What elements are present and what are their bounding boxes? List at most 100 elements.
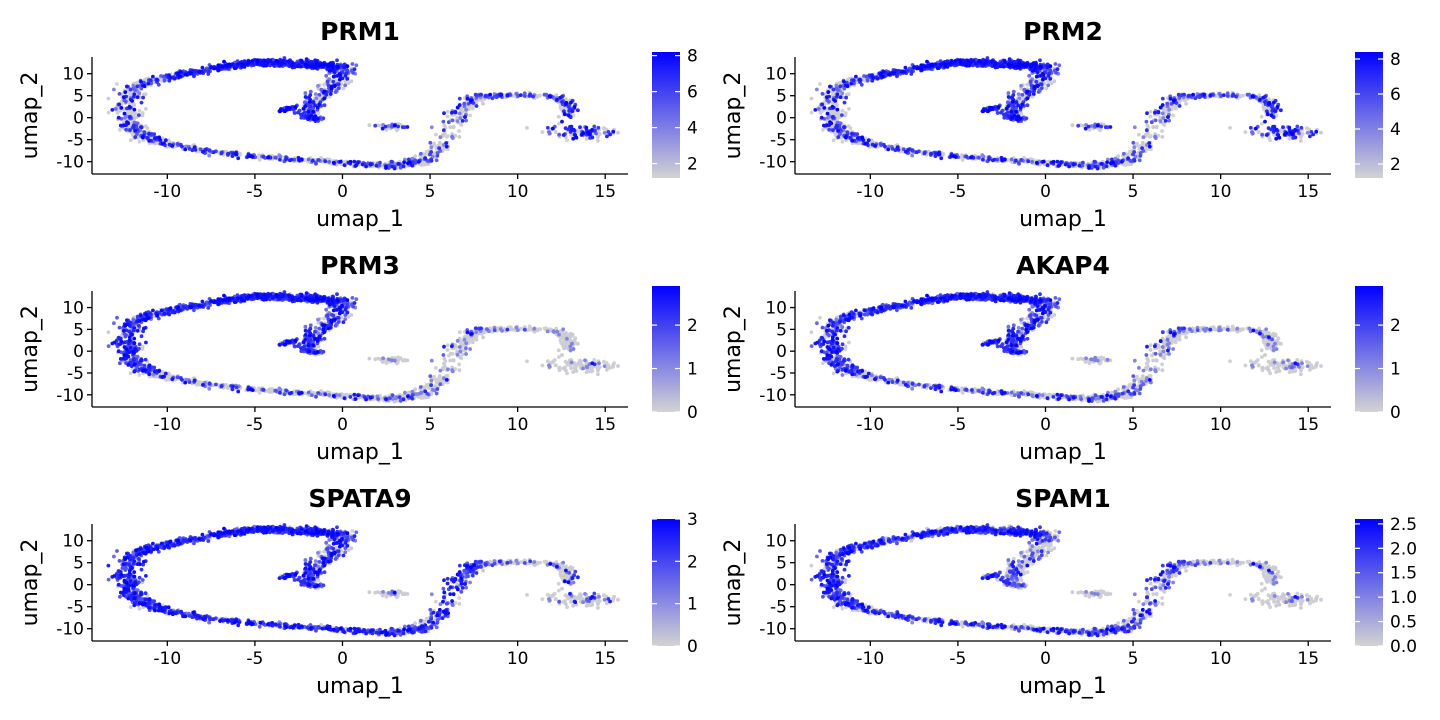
umap-point xyxy=(1039,82,1044,87)
umap-point xyxy=(1177,104,1182,108)
umap-point xyxy=(850,139,855,143)
umap-point xyxy=(336,86,341,91)
umap-point xyxy=(1126,156,1131,161)
umap-point xyxy=(586,130,590,135)
umap-point xyxy=(289,63,294,68)
umap-point xyxy=(925,59,929,64)
umap-point xyxy=(306,109,311,114)
umap-point xyxy=(1305,126,1309,131)
umap-point xyxy=(813,108,818,112)
umap-point xyxy=(840,113,844,117)
umap-point xyxy=(574,135,579,140)
umap-point xyxy=(446,120,451,125)
umap-point xyxy=(1160,135,1165,139)
umap-point xyxy=(122,111,127,116)
x-tick-label: 10 xyxy=(1210,182,1232,202)
umap-point xyxy=(145,135,150,140)
umap-point xyxy=(316,63,321,68)
umap-point xyxy=(445,134,449,139)
umap-point xyxy=(384,127,389,132)
umap-point xyxy=(148,78,153,82)
umap-point xyxy=(991,158,995,163)
umap-point xyxy=(1241,93,1245,98)
umap-point xyxy=(1027,73,1032,78)
umap-point xyxy=(596,125,601,130)
umap-point xyxy=(1119,160,1124,164)
umap-point xyxy=(322,96,327,101)
umap-point xyxy=(835,124,839,129)
colorbar-tick-label: 2 xyxy=(1390,155,1401,175)
umap-point xyxy=(518,93,523,97)
umap-point xyxy=(455,105,460,110)
umap-point xyxy=(983,60,988,65)
umap-point xyxy=(139,100,144,105)
umap-point xyxy=(1011,104,1016,109)
umap-point xyxy=(616,130,620,135)
umap-point xyxy=(1063,162,1068,167)
umap-point xyxy=(1228,126,1232,130)
umap-point xyxy=(1186,93,1191,98)
umap-point xyxy=(143,124,148,129)
umap-point xyxy=(1018,105,1023,110)
umap-point xyxy=(442,111,446,116)
umap-points xyxy=(106,56,620,171)
umap-point xyxy=(903,65,908,70)
umap-point xyxy=(106,96,111,101)
umap-point xyxy=(1248,125,1253,130)
umap-point xyxy=(895,145,900,150)
umap-point xyxy=(1202,92,1207,97)
x-tick-label: 15 xyxy=(594,182,616,202)
umap-point xyxy=(140,135,145,140)
umap-point xyxy=(1132,150,1136,154)
umap-point xyxy=(1173,106,1178,111)
umap-point xyxy=(125,84,129,89)
umap-point xyxy=(995,111,1000,115)
umap-point xyxy=(226,151,231,156)
umap-point xyxy=(847,107,851,111)
umap-point xyxy=(132,92,137,97)
umap-point xyxy=(846,124,851,129)
umap-point xyxy=(470,106,475,111)
umap-point xyxy=(349,79,354,84)
umap-point xyxy=(167,73,172,78)
umap-point xyxy=(128,138,133,143)
umap-point xyxy=(572,105,577,109)
umap-point xyxy=(819,115,824,120)
umap-point xyxy=(132,103,137,107)
umap-point xyxy=(596,139,600,143)
umap-point xyxy=(1000,158,1004,163)
umap-point xyxy=(1160,96,1165,101)
umap-point xyxy=(232,66,237,71)
umap-point xyxy=(843,135,848,140)
umap-point xyxy=(1006,62,1011,67)
umap-point xyxy=(121,123,126,127)
umap-point xyxy=(1030,160,1035,164)
umap-point xyxy=(400,125,405,130)
umap-point xyxy=(293,105,298,109)
umap-point xyxy=(844,95,848,100)
umap-point xyxy=(547,130,551,134)
umap-point xyxy=(565,138,569,143)
umap-point xyxy=(117,102,122,107)
umap-point xyxy=(878,142,883,146)
umap-point xyxy=(442,123,447,128)
umap-point xyxy=(184,72,188,77)
umap-point xyxy=(879,71,884,76)
umap-point xyxy=(130,99,135,103)
umap-point xyxy=(1040,77,1045,82)
umap-point xyxy=(1000,63,1005,68)
umap-point xyxy=(1025,96,1030,101)
umap-point xyxy=(292,111,297,115)
umap-point xyxy=(527,94,532,98)
umap-point xyxy=(1054,70,1058,75)
umap-point xyxy=(930,62,935,67)
umap-point xyxy=(1165,101,1170,106)
umap-point xyxy=(1267,100,1272,105)
umap-point xyxy=(220,64,225,69)
umap-point xyxy=(966,59,970,63)
x-tick-label: 5 xyxy=(425,182,436,202)
umap-point xyxy=(1108,125,1113,129)
umap-point xyxy=(1041,72,1045,76)
